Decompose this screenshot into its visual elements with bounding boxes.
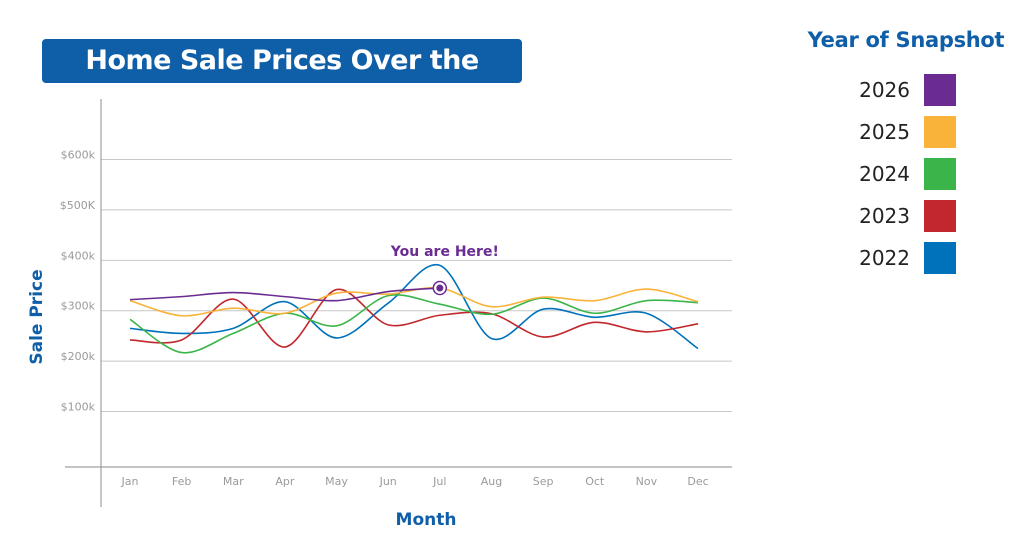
series-lines: [129, 263, 699, 354]
y-tick-label: $200k: [61, 350, 96, 363]
gridlines: [101, 158, 732, 413]
legend-label: 2024: [859, 162, 910, 186]
x-tick-label: Dec: [687, 475, 708, 488]
x-tick-label: Jul: [432, 475, 446, 488]
x-tick-label: Jun: [379, 475, 397, 488]
legend-swatch: [924, 116, 956, 148]
x-tick-label: Mar: [223, 475, 244, 488]
series-line-2025: [129, 286, 699, 317]
x-tick-label: Nov: [636, 475, 658, 488]
legend-item-2025: 2025: [848, 116, 968, 148]
series-line-2024: [129, 294, 699, 354]
annotation-label: You are Here!: [390, 244, 499, 260]
legend-label: 2023: [859, 204, 910, 228]
legend-item-2022: 2022: [848, 242, 968, 274]
legend-label: 2025: [859, 120, 910, 144]
x-tick-label: Sep: [533, 475, 554, 488]
current-point-marker: [436, 284, 444, 292]
y-tick-label: $100k: [61, 401, 96, 414]
legend-item-2024: 2024: [848, 158, 968, 190]
x-tick-label: Aug: [481, 475, 502, 488]
series-line-2023: [129, 288, 699, 348]
x-tick-label: Apr: [275, 475, 295, 488]
annotation: You are Here!: [390, 244, 499, 296]
legend-item-2026: 2026: [848, 74, 968, 106]
y-tick-labels: $100k $200k $300k $400k $500K $600k: [60, 148, 96, 413]
legend-item-2023: 2023: [848, 200, 968, 232]
chart-title: Home Sale Prices Over the Years: [42, 39, 522, 120]
x-axis-title: Month: [396, 510, 457, 530]
legend-label: 2026: [859, 78, 910, 102]
legend-swatch: [924, 200, 956, 232]
x-tick-label: Oct: [585, 475, 605, 488]
legend-swatch: [924, 74, 956, 106]
legend-swatch: [924, 158, 956, 190]
y-axis-title: Sale Price: [27, 269, 47, 364]
x-tick-label: Feb: [172, 475, 191, 488]
legend-label: 2022: [859, 246, 910, 270]
y-tick-label: $400k: [61, 249, 96, 262]
legend-title: Year of Snapshot: [807, 28, 1005, 52]
x-tick-label: Jan: [121, 475, 139, 488]
x-tick-label: May: [325, 475, 348, 488]
legend-swatch: [924, 242, 956, 274]
axes: [65, 99, 732, 507]
y-tick-label: $300k: [61, 300, 96, 313]
x-tick-labels: Jan Feb Mar Apr May Jun Jul Aug Sep Oct Nov Dec: [121, 475, 709, 488]
series-line-2026: [129, 287, 440, 302]
series-line-2022: [129, 263, 699, 350]
y-tick-label: $600k: [61, 148, 96, 161]
y-tick-label: $500K: [60, 199, 96, 212]
